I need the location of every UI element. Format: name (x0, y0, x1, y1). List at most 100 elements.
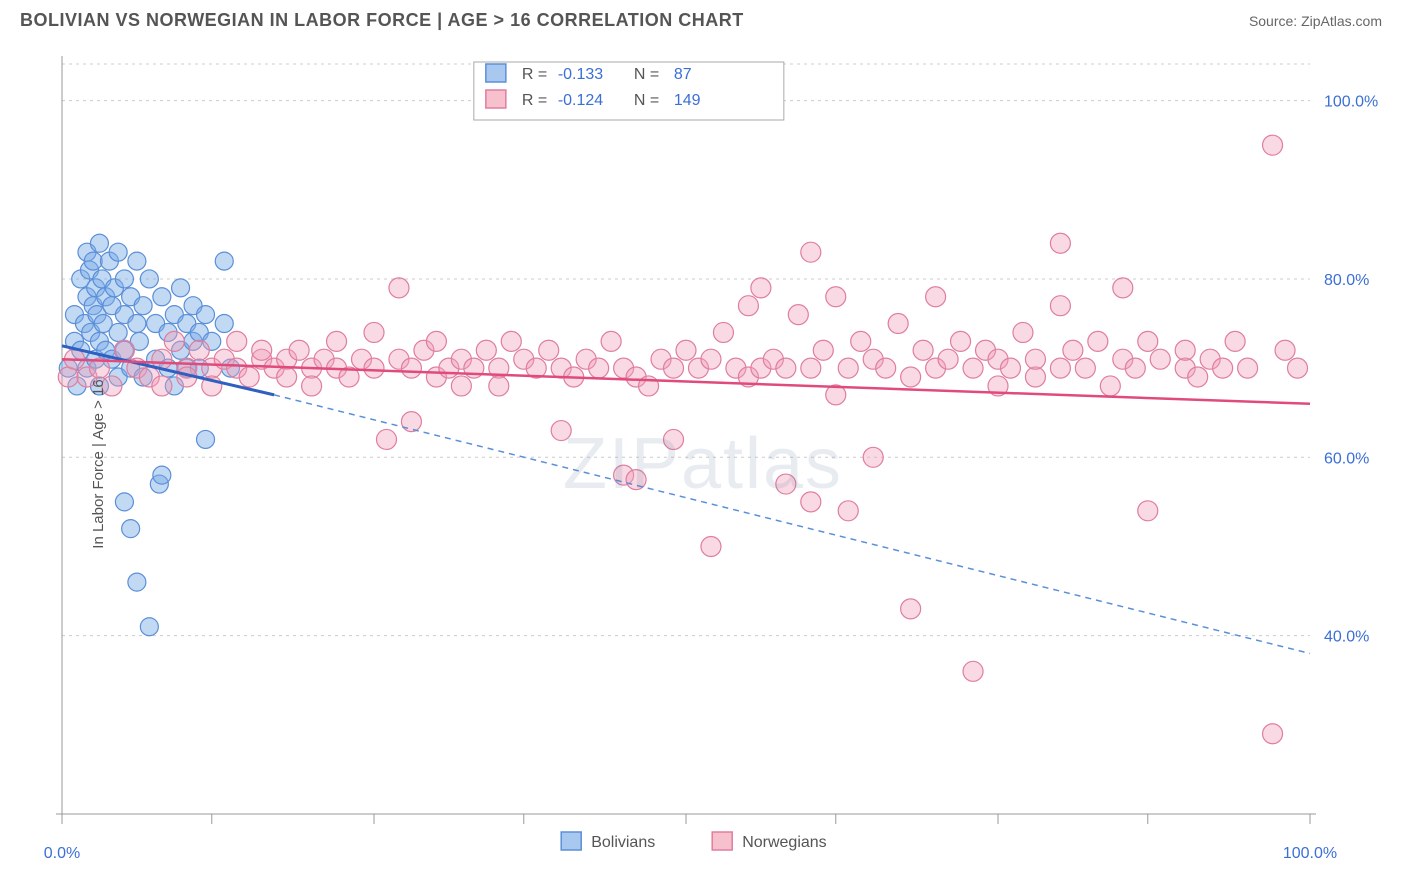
data-point (277, 367, 297, 387)
data-point (152, 376, 172, 396)
x-tick-label: 100.0% (1283, 845, 1337, 862)
data-point (1113, 278, 1133, 298)
data-point (1138, 331, 1158, 351)
y-tick-label: 80.0% (1324, 272, 1369, 289)
data-point (84, 252, 102, 270)
data-point (776, 358, 796, 378)
data-point (838, 501, 858, 521)
data-point (851, 331, 871, 351)
data-point (489, 376, 509, 396)
data-point (501, 331, 521, 351)
legend-r-label: R = (522, 66, 547, 83)
data-point (153, 288, 171, 306)
data-point (801, 492, 821, 512)
data-point (109, 323, 127, 341)
data-point (901, 599, 921, 619)
data-point (134, 297, 152, 315)
data-point (1063, 340, 1083, 360)
data-point (1225, 331, 1245, 351)
data-point (197, 306, 215, 324)
data-point (128, 315, 146, 333)
data-point (1050, 296, 1070, 316)
data-point (252, 340, 272, 360)
data-point (738, 296, 758, 316)
data-point (122, 520, 140, 538)
legend-swatch (486, 90, 506, 108)
data-point (913, 340, 933, 360)
y-axis-label: In Labor Force | Age > 16 (90, 379, 107, 548)
data-point (963, 358, 983, 378)
legend-swatch (712, 832, 732, 850)
data-point (401, 358, 421, 378)
legend-n-value: 87 (674, 66, 692, 83)
data-point (1088, 331, 1108, 351)
data-point (701, 349, 721, 369)
data-point (302, 376, 322, 396)
data-point (863, 447, 883, 467)
data-point (327, 331, 347, 351)
data-point (389, 278, 409, 298)
y-tick-label: 40.0% (1324, 629, 1369, 646)
legend-top-box (474, 62, 784, 120)
data-point (215, 315, 233, 333)
data-point (1188, 367, 1208, 387)
data-point (776, 474, 796, 494)
data-point (189, 340, 209, 360)
data-point (1025, 349, 1045, 369)
legend-r-value: -0.124 (558, 92, 603, 109)
data-point (376, 429, 396, 449)
data-point (826, 287, 846, 307)
data-point (664, 429, 684, 449)
data-point (1050, 358, 1070, 378)
source-label: Source: ZipAtlas.com (1249, 13, 1382, 29)
data-point (1263, 135, 1283, 155)
data-point (788, 305, 808, 325)
data-point (626, 470, 646, 490)
data-point (164, 331, 184, 351)
data-point (601, 331, 621, 351)
data-point (1000, 358, 1020, 378)
legend-swatch (486, 64, 506, 82)
data-point (1125, 358, 1145, 378)
data-point (701, 536, 721, 556)
data-point (1175, 340, 1195, 360)
data-point (227, 331, 247, 351)
data-point (951, 331, 971, 351)
data-point (1213, 358, 1233, 378)
data-point (938, 349, 958, 369)
data-point (888, 314, 908, 334)
data-point (1025, 367, 1045, 387)
data-point (115, 270, 133, 288)
scatter-chart: 0.0%100.0%40.0%60.0%80.0%100.0%R =-0.133… (20, 44, 1386, 884)
series-bolivians (59, 234, 239, 635)
data-point (109, 243, 127, 261)
data-point (876, 358, 896, 378)
data-point (90, 234, 108, 252)
data-point (1050, 233, 1070, 253)
data-point (128, 573, 146, 591)
data-point (401, 412, 421, 432)
data-point (451, 376, 471, 396)
data-point (801, 358, 821, 378)
data-point (140, 270, 158, 288)
legend-n-label: N = (634, 66, 659, 83)
data-point (364, 322, 384, 342)
data-point (963, 661, 983, 681)
data-point (1275, 340, 1295, 360)
data-point (426, 331, 446, 351)
data-point (589, 358, 609, 378)
data-point (901, 367, 921, 387)
data-point (713, 322, 733, 342)
legend-swatch (561, 832, 581, 850)
y-tick-label: 100.0% (1324, 94, 1378, 111)
data-point (1288, 358, 1308, 378)
series-norwegians (58, 135, 1307, 744)
trend-line-dashed (274, 395, 1310, 654)
data-point (1138, 501, 1158, 521)
y-tick-label: 60.0% (1324, 450, 1369, 467)
data-point (751, 278, 771, 298)
data-point (58, 367, 78, 387)
data-point (838, 358, 858, 378)
data-point (539, 340, 559, 360)
data-point (551, 421, 571, 441)
